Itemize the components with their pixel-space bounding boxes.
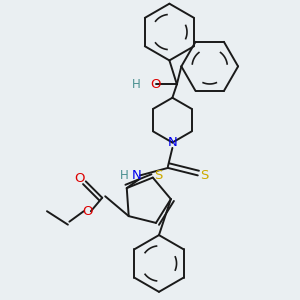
Text: O: O [151,78,161,91]
Text: N: N [167,136,177,149]
Text: O: O [82,205,92,218]
Text: S: S [200,169,208,182]
Text: H: H [132,78,141,91]
Text: N: N [132,169,141,182]
Text: O: O [75,172,85,185]
Text: S: S [154,169,163,182]
Text: H: H [120,169,129,182]
